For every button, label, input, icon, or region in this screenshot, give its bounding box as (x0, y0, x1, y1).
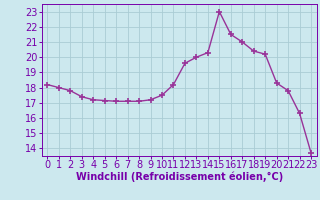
X-axis label: Windchill (Refroidissement éolien,°C): Windchill (Refroidissement éolien,°C) (76, 172, 283, 182)
